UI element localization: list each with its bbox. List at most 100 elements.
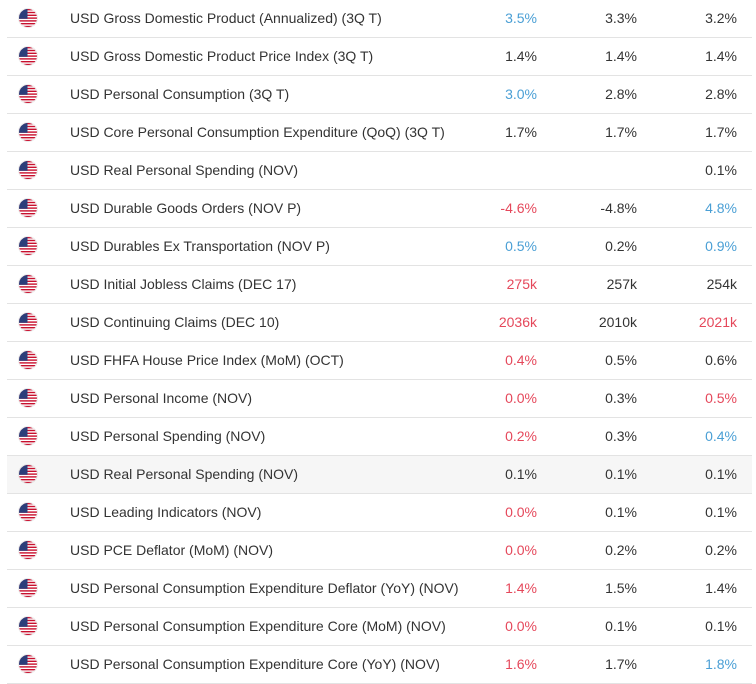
table-row[interactable]: USD Gross Domestic Product (Annualized) … [7,0,752,38]
table-row[interactable]: USD Real Personal Spending (NOV) 0.1% 0.1%… [7,456,752,494]
event-name[interactable]: USD Personal Income (NOV) [70,390,253,406]
previous-value: 0.5% [705,390,737,406]
forecast-value: 0.3% [605,390,637,406]
event-name[interactable]: USD Gross Domestic Product (Annualized) … [70,10,382,26]
us-flag-icon [19,617,37,635]
us-flag-icon [19,579,37,597]
previous-value: 1.4% [705,48,737,64]
actual-value: 1.4% [505,48,537,64]
table-row[interactable]: USD Personal Income (NOV) 0.0% 0.3% 0.5% [7,380,752,418]
us-flag-icon [19,389,37,407]
us-flag-icon [19,47,37,65]
actual-value: 0.0% [505,542,537,558]
us-flag-icon [19,465,37,483]
event-name[interactable]: USD Durables Ex Transportation (NOV P) [70,238,330,254]
previous-value: 1.7% [705,124,737,140]
us-flag-icon [19,123,37,141]
actual-value: 3.5% [505,10,537,26]
event-name[interactable]: USD Personal Consumption Expenditure Cor… [70,656,440,672]
previous-value: 0.1% [705,162,737,178]
table-row[interactable]: USD Durable Goods Orders (NOV P) -4.6% -4.… [7,190,752,228]
previous-value: 0.1% [705,466,737,482]
event-name[interactable]: USD Gross Domestic Product Price Index (… [70,48,374,64]
previous-value: 0.4% [705,428,737,444]
event-name[interactable]: USD Initial Jobless Claims (DEC 17) [70,276,297,292]
us-flag-icon [19,85,37,103]
forecast-value: 1.4% [605,48,637,64]
actual-value: 0.0% [505,618,537,634]
us-flag-icon [19,503,37,521]
forecast-value: 3.3% [605,10,637,26]
previous-value: 4.8% [705,200,737,216]
table-row[interactable]: USD Personal Consumption Expenditure Cor… [7,646,752,684]
previous-value: 2.8% [705,86,737,102]
us-flag-icon [19,161,37,179]
forecast-value: 0.1% [605,504,637,520]
actual-value: 3.0% [505,86,537,102]
event-name[interactable]: USD Continuing Claims (DEC 10) [70,314,280,330]
actual-value: 0.4% [505,352,537,368]
table-row[interactable]: USD FHFA House Price Index (MoM) (OCT) 0.… [7,342,752,380]
actual-value: 0.0% [505,390,537,406]
table-row[interactable]: USD Personal Spending (NOV) 0.2% 0.3% 0.4% [7,418,752,456]
forecast-value: 0.1% [605,466,637,482]
forecast-value: 1.5% [605,580,637,596]
event-name[interactable]: USD Real Personal Spending (NOV) [70,466,298,482]
actual-value: 0.5% [505,238,537,254]
table-row[interactable]: USD Leading Indicators (NOV) 0.0% 0.1% 0.1% [7,494,752,532]
event-name[interactable]: USD Personal Consumption Expenditure Cor… [70,618,446,634]
us-flag-icon [19,351,37,369]
forecast-value: 257k [606,276,637,292]
forecast-value: 0.5% [605,352,637,368]
actual-value: 0.1% [505,466,537,482]
event-name[interactable]: USD Personal Consumption Expenditure Def… [70,580,459,596]
event-name[interactable]: USD PCE Deflator (MoM) (NOV) [70,542,274,558]
actual-value: -4.6% [500,200,537,216]
table-row[interactable]: USD Core Personal Consumption Expenditur… [7,114,752,152]
forecast-value: 1.7% [605,656,637,672]
table-row[interactable]: USD Initial Jobless Claims (DEC 17) 275k 2… [7,266,752,304]
table-row[interactable]: USD Personal Consumption Expenditure Cor… [7,608,752,646]
table-row[interactable]: USD Real Personal Spending (NOV) 0.1% [7,152,752,190]
table-row[interactable]: USD Continuing Claims (DEC 10) 2036k 2010k… [7,304,752,342]
forecast-value: 2.8% [605,86,637,102]
event-name[interactable]: USD FHFA House Price Index (MoM) (OCT) [70,352,344,368]
forecast-value: 0.2% [605,238,637,254]
us-flag-icon [19,275,37,293]
actual-value: 1.6% [505,656,537,672]
table-row[interactable]: USD Durables Ex Transportation (NOV P) 0.… [7,228,752,266]
previous-value: 0.6% [705,352,737,368]
forecast-value: 2010k [598,314,637,330]
previous-value: 0.1% [705,618,737,634]
actual-value: 2036k [498,314,537,330]
us-flag-icon [19,541,37,559]
forecast-value: 0.1% [605,618,637,634]
event-name[interactable]: USD Real Personal Spending (NOV) [70,162,298,178]
event-name[interactable]: USD Core Personal Consumption Expenditur… [70,124,445,140]
forecast-value: 1.7% [605,124,637,140]
us-flag-icon [19,237,37,255]
previous-value: 2021k [698,314,737,330]
forecast-value: 0.3% [605,428,637,444]
actual-value: 0.0% [505,504,537,520]
previous-value: 3.2% [705,10,737,26]
table-row[interactable]: USD Gross Domestic Product Price Index (… [7,38,752,76]
previous-value: 254k [706,276,737,292]
us-flag-icon [19,655,37,673]
forecast-value: -4.8% [600,200,637,216]
previous-value: 1.8% [705,656,737,672]
table-row[interactable]: USD Personal Consumption Expenditure Def… [7,570,752,608]
us-flag-icon [19,9,37,27]
us-flag-icon [19,199,37,217]
table-row[interactable]: USD PCE Deflator (MoM) (NOV) 0.0% 0.2% 0.2% [7,532,752,570]
table-row[interactable]: USD Personal Consumption (3Q T) 3.0% 2.8% 2… [7,76,752,114]
event-name[interactable]: USD Leading Indicators (NOV) [70,504,262,520]
event-name[interactable]: USD Personal Consumption (3Q T) [70,86,290,102]
us-flag-icon [19,313,37,331]
previous-value: 0.2% [705,542,737,558]
forecast-value: 0.2% [605,542,637,558]
event-name[interactable]: USD Durable Goods Orders (NOV P) [70,200,302,216]
actual-value: 1.4% [505,580,537,596]
event-name[interactable]: USD Personal Spending (NOV) [70,428,266,444]
